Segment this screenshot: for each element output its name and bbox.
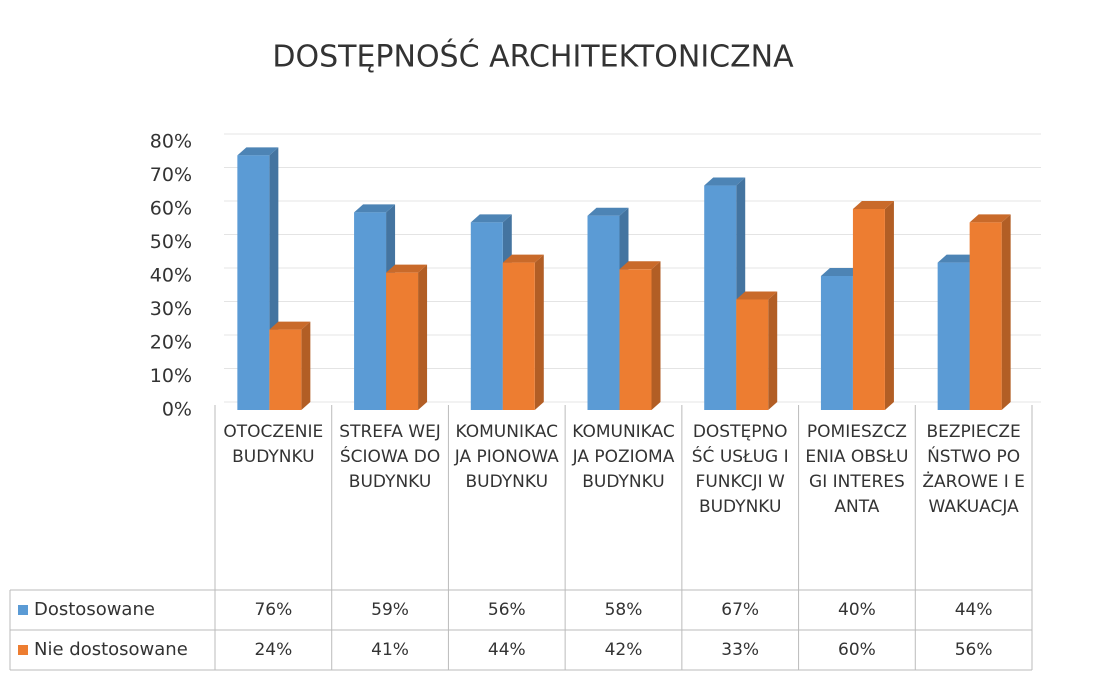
bar-side: [651, 261, 661, 410]
legend-key: [18, 645, 28, 655]
bar: [587, 215, 620, 410]
bar-side: [418, 264, 428, 410]
category-label: KOMUNIKACJA PIONOWA BUDYNKU: [454, 422, 559, 492]
category-label: BEZPIECZEŃSTWO POŻAROWE I EWAKUACJA: [922, 422, 1025, 517]
y-tick-label: 80%: [150, 131, 192, 153]
bar-top: [587, 207, 629, 216]
legend-entry: Nie dostosowane: [18, 630, 188, 670]
y-tick-label: 20%: [150, 332, 192, 354]
value-label: 59%: [371, 600, 409, 620]
bar-top: [237, 147, 279, 156]
y-tick-label: 30%: [150, 298, 192, 320]
y-tick-label: 40%: [150, 265, 192, 287]
bar-top: [354, 204, 396, 213]
legend-entry: Dostosowane: [18, 590, 155, 630]
y-tick-label: 0%: [162, 399, 192, 421]
value-label: 56%: [954, 640, 993, 660]
bar: [237, 155, 270, 410]
bar: [502, 262, 535, 410]
value-label: 76%: [254, 600, 293, 620]
bar-top: [502, 254, 544, 263]
category-label: STREFA WEJŚCIOWA DO BUDYNKU: [339, 422, 441, 492]
category-label: OTOCZENIE BUDYNKU: [223, 422, 324, 467]
bar: [969, 222, 1002, 410]
chart-title: DOSTĘPNOŚĆ ARCHITEKTONICZNA: [272, 38, 794, 75]
y-tick-label: 10%: [150, 365, 192, 387]
value-label: 44%: [487, 640, 526, 660]
bar: [269, 329, 302, 410]
y-tick-label: 70%: [150, 164, 192, 186]
legend-label: Dostosowane: [34, 599, 155, 620]
bar: [470, 222, 503, 410]
bar-top: [269, 321, 311, 330]
bar: [852, 209, 885, 410]
category-label: DOSTĘPNOŚĆ USŁUG I FUNKCJI W BUDYNKU: [691, 422, 789, 517]
bar-top: [969, 214, 1011, 223]
value-label: 41%: [371, 640, 409, 660]
bar-top: [820, 268, 862, 276]
value-label: 42%: [604, 640, 643, 660]
category-label: KOMUNIKACJA POZIOMA BUDYNKU: [572, 422, 675, 492]
y-tick-label: 50%: [150, 231, 192, 253]
bar: [619, 269, 652, 410]
legend-key: [18, 605, 28, 615]
bar-side: [884, 201, 894, 410]
y-tick-label: 60%: [150, 198, 192, 220]
bar-side: [768, 291, 778, 410]
value-label: 24%: [254, 640, 293, 660]
value-label: 56%: [487, 600, 526, 620]
bar-top: [386, 264, 428, 273]
bar-top: [736, 291, 778, 300]
bar: [820, 276, 853, 410]
value-label: 44%: [954, 600, 993, 620]
bar-side: [534, 254, 544, 410]
bar: [736, 299, 769, 410]
bar: [386, 272, 419, 410]
legend-label: Nie dostosowane: [34, 639, 188, 660]
value-label: 60%: [838, 640, 876, 660]
bar-top: [470, 214, 512, 223]
category-label: POMIESZCZENIA OBSŁUGI INTERESANTA: [805, 422, 909, 517]
bar-top: [937, 254, 979, 263]
bar: [354, 212, 387, 410]
value-label: 33%: [721, 640, 760, 660]
bar: [937, 262, 970, 410]
bar-side: [1001, 214, 1011, 410]
bar-top: [704, 177, 746, 186]
value-label: 67%: [721, 600, 760, 620]
bar: [704, 185, 737, 410]
bar-top: [619, 261, 661, 270]
value-label: 58%: [604, 600, 643, 620]
value-label: 40%: [838, 600, 876, 620]
bar-top: [852, 201, 894, 209]
bar-side: [301, 321, 311, 410]
